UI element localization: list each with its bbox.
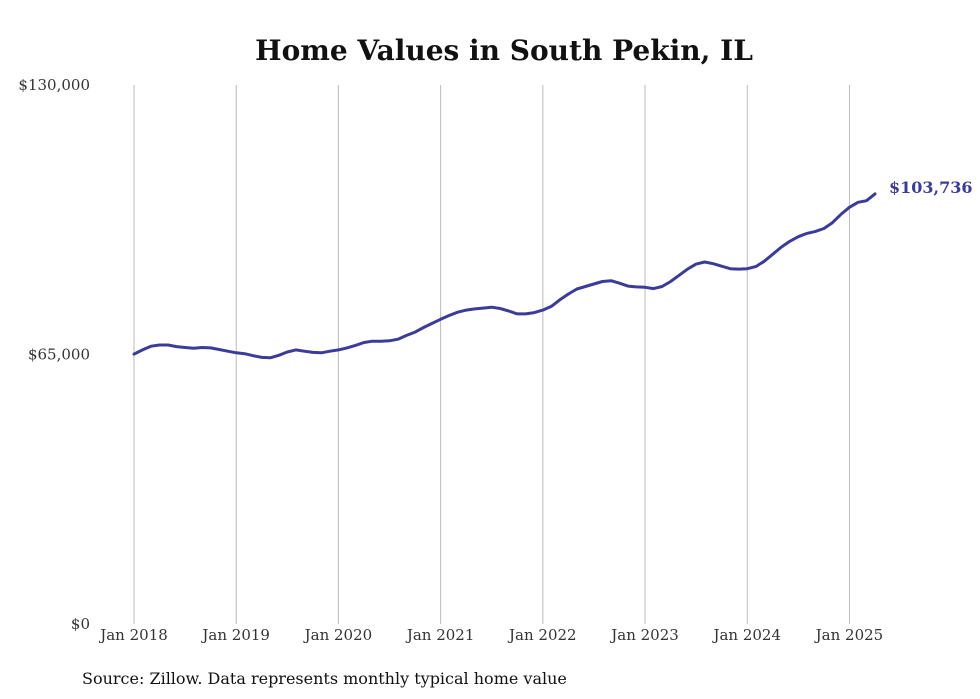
series-line (132, 192, 877, 360)
grid-lines (133, 85, 850, 624)
chart-title: Home Values in South Pekin, IL (255, 34, 753, 67)
y-tick-label: $0 (71, 615, 90, 633)
y-tick-label: $130,000 (18, 76, 90, 94)
x-tick-label: Jan 2018 (98, 626, 168, 644)
x-tick-label: Jan 2021 (405, 626, 475, 644)
x-tick-label: Jan 2023 (609, 626, 679, 644)
source-note: Source: Zillow. Data represents monthly … (82, 669, 567, 688)
y-tick-label: $65,000 (28, 346, 90, 364)
x-tick-label: Jan 2020 (303, 626, 373, 644)
x-tick-label: Jan 2019 (200, 626, 270, 644)
x-tick-label: Jan 2025 (814, 626, 884, 644)
x-tick-label: Jan 2022 (507, 626, 577, 644)
x-tick-label: Jan 2024 (711, 626, 781, 644)
series-layer (132, 192, 877, 360)
y-axis: $0 $65,000 $130,000 (18, 76, 90, 633)
end-value-label: $103,736 (889, 178, 973, 197)
x-axis: Jan 2018 Jan 2019 Jan 2020 Jan 2021 Jan 2022… (98, 626, 883, 644)
